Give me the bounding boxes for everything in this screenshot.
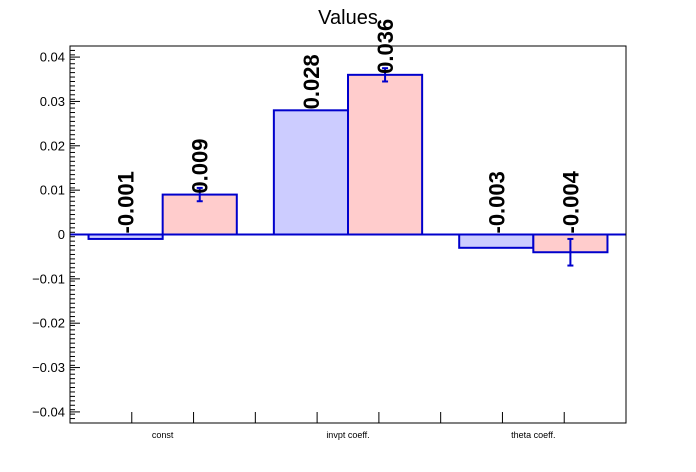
value-label: -0.001: [114, 171, 139, 233]
bars: [87, 73, 609, 254]
value-label: -0.004: [558, 170, 583, 233]
bar: [272, 109, 349, 236]
x-category-label: invpt coeff.: [326, 430, 369, 440]
chart-title: Values: [318, 7, 378, 29]
y-tick-label: 0.04: [40, 50, 65, 65]
error-bars: [196, 67, 574, 267]
y-tick-label: 0.02: [40, 138, 65, 153]
y-tick-label: −0.04: [32, 404, 65, 419]
x-axis: const invpt coeff. theta coeff.: [131, 412, 627, 440]
value-label: 0.009: [188, 139, 213, 194]
bar: [458, 233, 535, 249]
plot-frame: [69, 45, 627, 424]
x-category-label: theta coeff.: [511, 430, 555, 440]
value-label: -0.003: [484, 171, 509, 233]
y-tick-label: −0.02: [32, 316, 65, 331]
y-tick-label: −0.03: [32, 360, 65, 375]
y-tick-label: 0.03: [40, 94, 65, 109]
value-label: 0.028: [299, 54, 324, 109]
x-category-label: const: [152, 430, 174, 440]
bar: [347, 73, 424, 236]
y-tick-label: 0.01: [40, 183, 65, 198]
y-tick-label: 0: [58, 227, 65, 242]
y-tick-label: −0.01: [32, 271, 65, 286]
